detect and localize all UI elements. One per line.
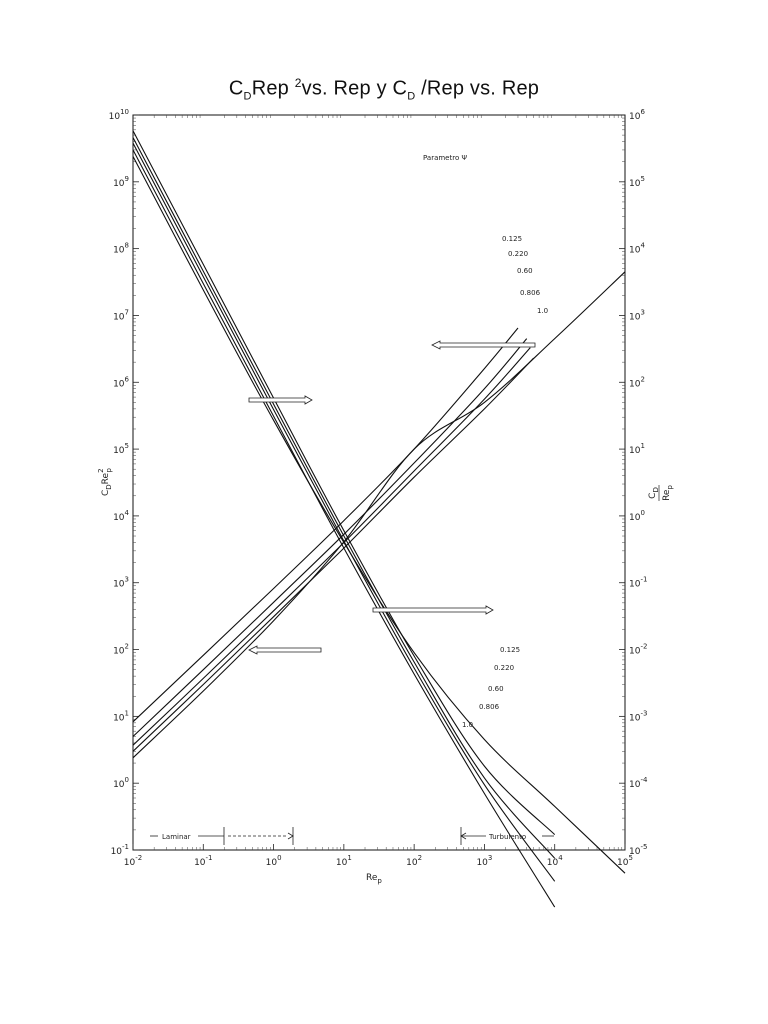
left-tick-label: 1010 [109, 108, 129, 122]
turbulent-label: Turbulento [488, 833, 526, 841]
right-tick-label: 105 [629, 175, 645, 189]
svg-text:Rep: Rep [662, 485, 674, 501]
right-tick-label: 106 [629, 108, 645, 122]
title-part: Rep [251, 77, 295, 100]
left-axis-ticks: 10-1 100 101 102 103 104 105 106 107 108 109 1010 [109, 108, 139, 857]
arrow-right-lower [372, 605, 494, 615]
cdre2-curve-0.220 [132, 338, 528, 737]
laminar-label: Laminar [162, 833, 191, 841]
title-part: 2 [294, 76, 302, 90]
upper-curve-label: 0.806 [520, 289, 541, 297]
laminar-marker: Laminar [150, 827, 294, 845]
x-axis-ticks: 10-2 10-1 100 101 102 103 104 105 [124, 115, 633, 868]
upper-curve-label: 0.220 [508, 250, 528, 258]
x-axis-label: Rep [366, 873, 382, 885]
chart-title: CDRep 2vs. Rep y CD /Rep vs. Rep [0, 76, 768, 103]
cdre2-curves [132, 271, 626, 759]
left-tick-label: 103 [113, 576, 129, 590]
title-part: C [228, 77, 244, 100]
x-tick-label: 10-1 [194, 854, 212, 868]
plot-frame [132, 114, 626, 851]
left-tick-label: 108 [113, 242, 129, 256]
left-tick-label: 10-1 [111, 843, 129, 857]
x-tick-label: 102 [406, 854, 422, 868]
title-part: D [407, 90, 416, 103]
right-tick-label: 10-4 [629, 776, 648, 790]
right-tick-label: 103 [629, 308, 645, 322]
left-tick-label: 105 [113, 442, 129, 456]
right-tick-label: 10-3 [629, 709, 647, 723]
title-part: /Rep vs. Rep [415, 77, 540, 100]
cd-over-re-curve-0.220 [132, 137, 556, 859]
right-tick-label: 100 [629, 509, 645, 523]
title-part: D [243, 90, 252, 103]
lower-curve-label: 0.220 [494, 664, 514, 672]
svg-text:CD: CD [648, 487, 660, 499]
cd-over-re-curve-0.125 [132, 130, 556, 835]
curve-labels: 0.125 0.220 0.60 0.806 1.0 0.125 0.220 0.60 0.80… [462, 235, 548, 729]
turbulent-marker: Turbulento [460, 827, 554, 845]
x-tick-label: 103 [476, 854, 492, 868]
cd-over-re-curve-0.60 [132, 142, 556, 882]
right-tick-label: 10-1 [629, 576, 647, 590]
right-tick-label: 102 [629, 375, 645, 389]
x-tick-label: 10-2 [124, 854, 142, 868]
left-tick-label: 104 [113, 509, 129, 523]
lower-curve-label: 0.60 [488, 685, 504, 693]
arrow-left-lower [248, 645, 322, 655]
upper-curve-label: 0.60 [517, 267, 533, 275]
left-tick-label: 106 [113, 375, 129, 389]
lower-curve-label: 1.0 [462, 721, 473, 729]
x-tick-label: 100 [266, 854, 282, 868]
cd-over-re-curve-1.0 [132, 156, 626, 874]
left-tick-label: 109 [113, 175, 129, 189]
cdre2-curve-0.125 [132, 327, 519, 723]
cd-over-re-curve-0.806 [132, 149, 556, 908]
title-part: vs. Rep y C [301, 77, 408, 100]
arrow-right-upper [248, 395, 313, 405]
y-axis-label-right: CD Rep [648, 485, 674, 501]
left-tick-label: 101 [113, 709, 129, 723]
upper-curve-label: 1.0 [537, 307, 548, 315]
x-tick-label: 105 [617, 854, 633, 868]
right-axis-ticks: 10-5 10-4 10-3 10-2 10-1 100 101 102 103 104 105 10… [619, 108, 648, 857]
y-axis-label-left: CDRe2p [97, 467, 113, 496]
right-tick-label: 101 [629, 442, 645, 456]
right-tick-label: 10-2 [629, 643, 647, 657]
left-tick-label: 107 [113, 308, 129, 322]
svg-text:CDRe2p: CDRe2p [97, 467, 113, 496]
left-tick-label: 102 [113, 643, 129, 657]
legend-title: Parametro Ψ [423, 154, 467, 162]
lower-curve-label: 0.806 [479, 703, 500, 711]
x-tick-label: 101 [336, 854, 352, 868]
left-tick-label: 100 [113, 776, 129, 790]
arrow-left-upper [431, 340, 536, 350]
right-tick-label: 10-5 [629, 843, 647, 857]
cd-over-re-curves [132, 130, 626, 908]
x-tick-label: 104 [547, 854, 563, 868]
right-tick-label: 104 [629, 242, 645, 256]
cdre2-curve-1.0 [132, 271, 626, 759]
upper-curve-label: 0.125 [502, 235, 522, 243]
lower-curve-label: 0.125 [500, 646, 520, 654]
